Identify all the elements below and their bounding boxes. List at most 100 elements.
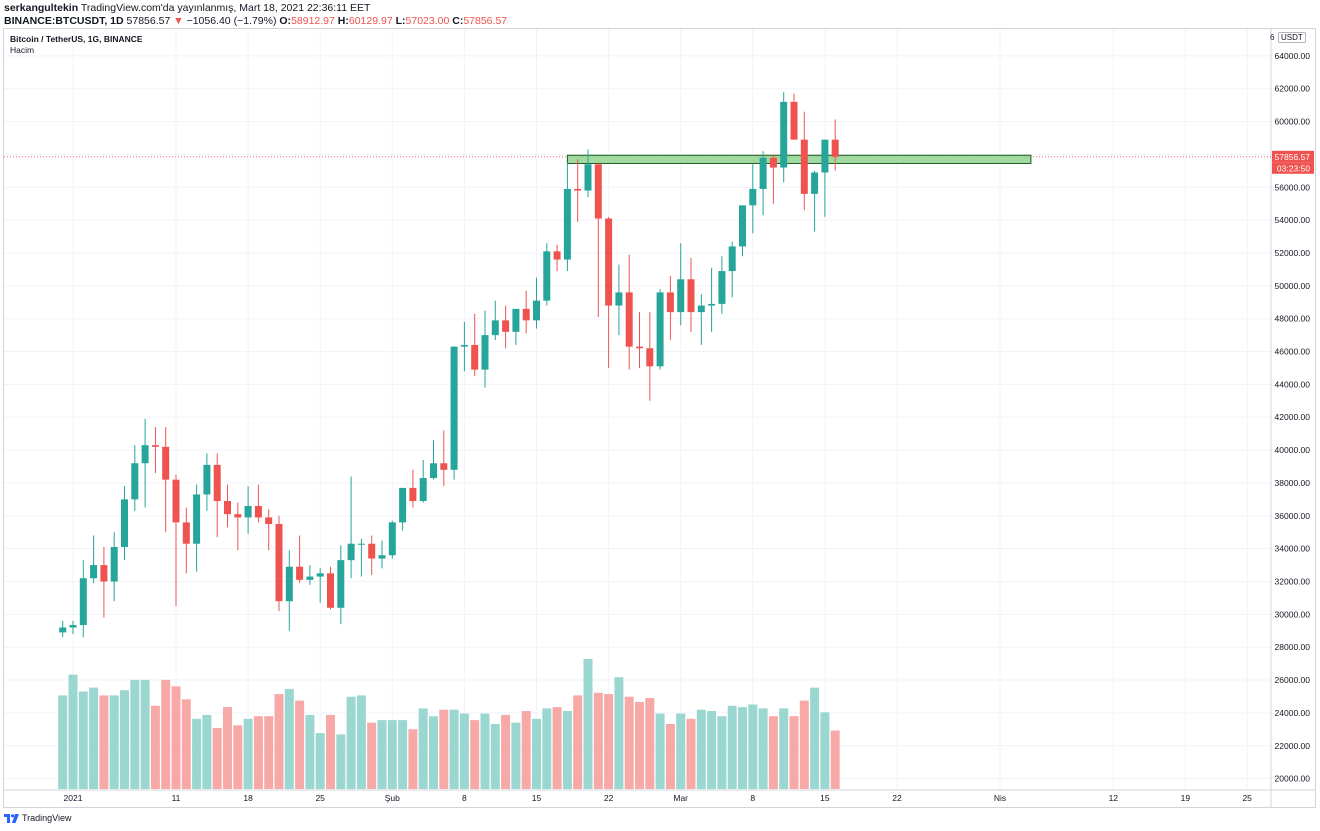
candle-body	[780, 101, 788, 168]
candle-body	[831, 139, 839, 157]
volume-bar	[542, 708, 552, 789]
candle-body	[193, 494, 201, 544]
candle-body	[409, 487, 417, 502]
candle-body	[347, 543, 355, 561]
price-tick-label: 34000.00	[1275, 544, 1311, 554]
candle-body	[687, 279, 695, 313]
candle-body	[605, 218, 613, 306]
time-tick-label: 15	[820, 793, 830, 803]
candle-body	[327, 573, 334, 608]
volume-bar	[418, 708, 428, 789]
currency-button[interactable]: USDT	[1278, 32, 1306, 43]
candle-body	[512, 308, 520, 332]
volume-bar	[346, 696, 356, 789]
volume-bar	[501, 714, 511, 789]
price-tick-label: 60000.00	[1275, 117, 1311, 127]
candle-body	[522, 308, 530, 321]
candle-body	[254, 505, 262, 518]
volume-bar	[377, 720, 387, 789]
publish-info: serkangultekin TradingView.com'da yayınl…	[4, 2, 370, 14]
volume-bar	[78, 691, 88, 789]
candle-body	[275, 524, 283, 602]
price-tick-label: 64000.00	[1275, 51, 1311, 61]
candle-body	[141, 445, 149, 464]
time-tick-label: 22	[892, 793, 902, 803]
volume-bar	[665, 724, 675, 789]
candle-body	[749, 188, 757, 206]
volume-bar	[521, 711, 531, 789]
volume-bar	[820, 712, 830, 789]
volume-bar	[68, 674, 78, 789]
volume-bar	[593, 692, 603, 789]
volume-bar	[532, 718, 541, 789]
author-name[interactable]: serkangultekin	[4, 2, 79, 14]
candle-body	[224, 501, 231, 515]
volume-bar	[480, 713, 490, 789]
candle-body	[182, 522, 190, 544]
volume-bar	[120, 690, 129, 789]
candle-body	[790, 101, 798, 140]
candle-body	[337, 560, 345, 608]
price-tick-label: 56000.00	[1275, 182, 1311, 192]
volume-bar	[58, 695, 68, 789]
chart-frame[interactable]	[3, 28, 1316, 808]
candle-body	[172, 479, 180, 523]
candle-body	[636, 346, 643, 349]
volume-bar	[758, 708, 768, 789]
volume-bar	[109, 695, 119, 789]
candle-body	[203, 464, 211, 495]
candle-body	[131, 463, 139, 500]
price-tick-label: 52000.00	[1275, 248, 1311, 258]
volume-bar	[511, 722, 521, 789]
candle-body	[450, 346, 458, 470]
candle-body	[666, 292, 674, 313]
price-tick-label: 48000.00	[1275, 314, 1311, 324]
volume-bar	[810, 687, 820, 789]
time-tick-label: Mar	[673, 793, 688, 803]
price-tick-label: 38000.00	[1275, 478, 1311, 488]
ohlc-summary: BINANCE:BTCUSDT, 1D 57856.57 ▼ −1056.40 …	[4, 15, 507, 27]
candle-body	[574, 188, 582, 191]
volume-bar	[130, 679, 140, 789]
price-tick-label: 26000.00	[1275, 675, 1311, 685]
price-tick-label: 30000.00	[1275, 609, 1311, 619]
price-tick-label: 24000.00	[1275, 708, 1311, 718]
candle-body	[316, 573, 324, 577]
candle-body	[811, 172, 819, 194]
volume-bar	[202, 714, 212, 789]
time-tick-label: 18	[243, 793, 253, 803]
volume-bar	[264, 716, 274, 789]
volume-bar	[707, 711, 717, 789]
candle-body	[378, 555, 386, 559]
candle-body	[69, 625, 77, 628]
price-tick-label: 22000.00	[1275, 741, 1311, 751]
volume-bar	[789, 716, 799, 789]
candle-body	[460, 344, 468, 347]
volume-bar	[161, 679, 171, 789]
volume-bar	[676, 713, 686, 789]
volume-indicator-label[interactable]: Hacim	[10, 45, 35, 55]
volume-bar	[192, 718, 202, 789]
open-label: O:	[279, 15, 292, 27]
close-value: 57856.57	[463, 15, 508, 27]
price-tick-label: 50000.00	[1275, 281, 1311, 291]
footer-brand[interactable]: TradingView	[4, 813, 72, 823]
volume-bar	[356, 695, 366, 789]
candle-body	[265, 517, 273, 525]
candle-body	[563, 188, 571, 260]
last-price: 57856.57	[126, 15, 171, 27]
volume-bar	[439, 709, 449, 789]
candle-body	[296, 566, 304, 580]
candle-body	[471, 344, 479, 370]
candle-body	[543, 251, 551, 301]
volume-bar	[645, 698, 655, 789]
candle-body	[79, 578, 87, 626]
scale-six-label: 6	[1270, 33, 1275, 42]
legend-title[interactable]: Bitcoin / TetherUS, 1G, BINANCE	[10, 34, 143, 44]
time-tick-label: 8	[462, 793, 467, 803]
open-value: 58912.97	[291, 15, 335, 27]
time-tick-label: 11	[172, 793, 181, 803]
close-label: C:	[452, 15, 464, 27]
time-tick-label: Nis	[994, 793, 1006, 803]
